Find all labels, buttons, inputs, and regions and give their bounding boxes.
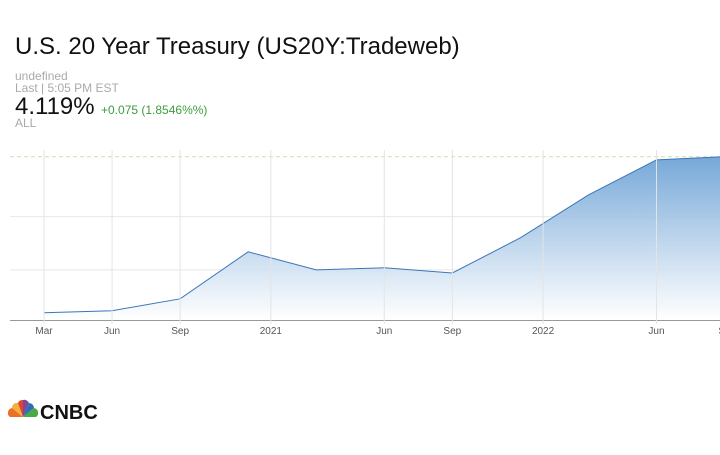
x-tick-label: 2022	[532, 326, 555, 337]
x-tick-label: Jun	[376, 326, 392, 337]
plot-area	[10, 156, 720, 320]
last-price: 4.119%	[15, 93, 95, 120]
x-tick-label: Sep	[443, 326, 461, 337]
logo-text: CNBC	[40, 402, 98, 424]
x-tick-label: Jun	[104, 326, 120, 337]
area-fill	[44, 156, 720, 320]
x-tick-label: 2021	[260, 326, 283, 337]
range-button[interactable]: ALL	[15, 116, 37, 130]
last-updated: Last | 5:05 PM EST	[15, 81, 119, 95]
x-tick-label: Jun	[648, 326, 664, 337]
x-tick-label: Sep	[171, 326, 189, 337]
status: undefined	[15, 69, 68, 83]
logo-icon	[7, 399, 39, 417]
x-tick-label: Mar	[35, 326, 53, 337]
x-tick-label: Se	[718, 326, 720, 337]
price-change: +0.075 (1.8546%%)	[101, 103, 207, 117]
chart-title: U.S. 20 Year Treasury (US20Y:Tradeweb)	[15, 33, 460, 60]
